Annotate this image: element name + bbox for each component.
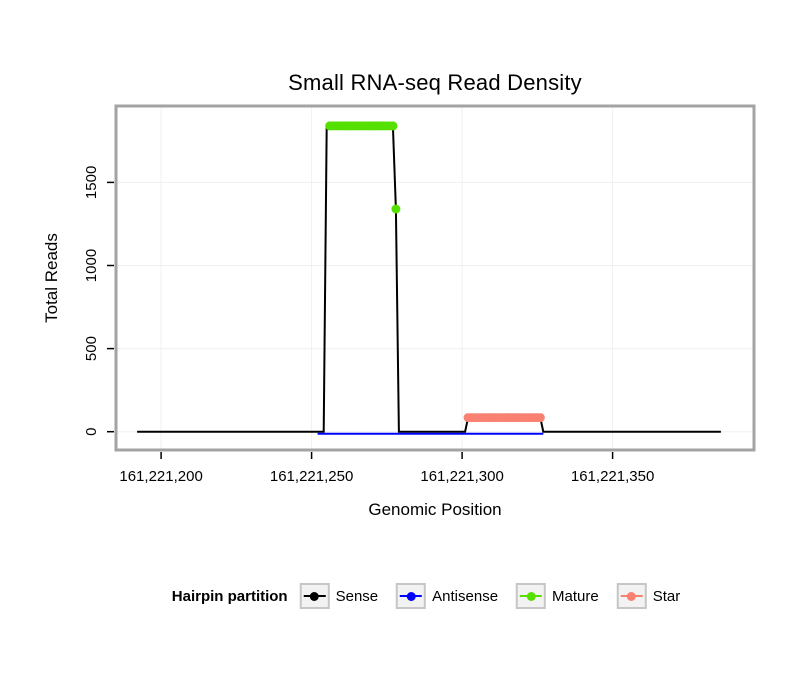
x-axis-tick-label: 161,221,350 — [571, 468, 654, 485]
legend-label-mature: Mature — [552, 587, 599, 605]
chart-title: Small RNA-seq Read Density — [288, 70, 582, 95]
legend-title: Hairpin partition — [171, 587, 288, 605]
series-mature-points — [325, 121, 401, 214]
y-axis-tick-label: 0 — [83, 428, 100, 436]
legend-dot-glyph — [526, 591, 536, 601]
legend-key-sense — [299, 583, 330, 609]
legend-item-mature: Mature — [516, 583, 599, 609]
x-axis-tick-label: 161,221,250 — [270, 468, 353, 485]
plot-panel — [116, 106, 754, 450]
legend-dot-glyph — [627, 591, 637, 601]
legend-label-sense: Sense — [335, 587, 379, 605]
y-axis-tick-label: 1500 — [83, 166, 100, 199]
x-axis-title: Genomic Position — [368, 500, 502, 519]
legend-dot-glyph — [310, 591, 320, 601]
x-axis-tick-label: 161,221,300 — [420, 468, 503, 485]
y-axis-title: Total Reads — [42, 233, 61, 323]
legend-item-star: Star — [616, 583, 681, 609]
plot-panel-border — [114, 104, 756, 452]
legend-key-mature — [516, 583, 547, 609]
legend-label-antisense: Antisense — [432, 587, 499, 605]
legend-dot-glyph — [406, 591, 416, 601]
legend-key-star — [616, 583, 647, 609]
y-axis-tick-label: 500 — [83, 336, 100, 361]
legend-label-star: Star — [652, 587, 681, 605]
series-star-points — [463, 413, 545, 423]
legend-item-sense: Sense — [299, 583, 379, 609]
y-axis-tick-label: 1000 — [83, 249, 100, 282]
legend: Hairpin partition Sense Antisense Mature — [172, 583, 698, 609]
series-sense-line — [137, 124, 721, 433]
legend-key-antisense — [396, 583, 427, 609]
x-axis-tick-label: 161,221,200 — [119, 468, 202, 485]
legend-item-antisense: Antisense — [396, 583, 498, 609]
